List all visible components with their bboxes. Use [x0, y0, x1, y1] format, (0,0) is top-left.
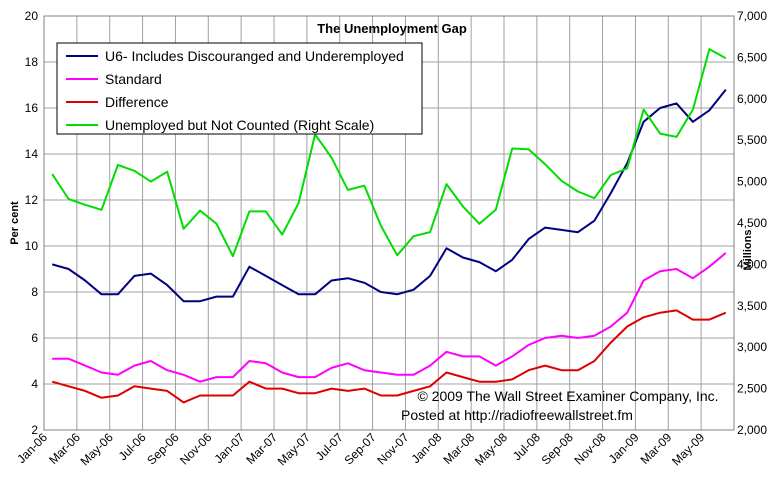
- left-tick-label: 14: [25, 147, 39, 161]
- left-tick-label: 12: [25, 193, 39, 207]
- right-tick-label: 3,500: [737, 299, 767, 313]
- u6-series-line: [51, 88, 727, 303]
- unemployed-not-counted-series-line: [51, 48, 727, 258]
- right-tick-label: 7,000: [737, 9, 767, 23]
- standard-series-line: [52, 252, 727, 383]
- difference-series-line: [51, 309, 727, 404]
- right-tick-label: 5,000: [737, 175, 767, 189]
- right-tick-label: 4,000: [737, 257, 767, 271]
- legend-label: Difference: [105, 94, 169, 110]
- series-lines: [51, 48, 727, 404]
- copyright-annotation: © 2009 The Wall Street Examiner Company,…: [417, 388, 718, 404]
- chart-title: The Unemployment Gap: [317, 21, 467, 36]
- legend-box: [56, 42, 423, 135]
- legend-label: U6- Includes Discouranged and Underemplo…: [105, 48, 404, 64]
- left-tick-label: 6: [31, 331, 38, 345]
- left-axis-title: Per cent: [9, 201, 21, 245]
- legend-label: Unemployed but Not Counted (Right Scale): [105, 117, 374, 133]
- right-tick-label: 4,500: [737, 216, 767, 230]
- left-tick-label: 20: [25, 9, 39, 23]
- right-axis-tick-labels: 2,000 2,500 3,000 3,500 4,000 4,500 5,000 5,500…: [737, 9, 767, 437]
- legend: U6- Includes Discouranged and Underemplo…: [56, 42, 423, 135]
- legend-label: Standard: [105, 71, 162, 87]
- posted-at-annotation: Posted at http://radiofreewallstreet.fm: [401, 407, 633, 423]
- plot-area-border: [43, 15, 735, 431]
- left-tick-label: 16: [25, 101, 39, 115]
- left-tick-label: 18: [25, 55, 39, 69]
- right-axis-title: Millions: [742, 230, 754, 271]
- right-tick-label: 3,000: [737, 340, 767, 354]
- left-tick-label: 10: [25, 239, 39, 253]
- left-tick-label: 2: [31, 423, 38, 437]
- left-axis-tick-labels: 2 4 6 8 10 12 14 16 18 20: [25, 9, 39, 437]
- right-tick-label: 6,500: [737, 50, 767, 64]
- left-tick-label: 8: [31, 285, 38, 299]
- right-tick-label: 6,000: [737, 92, 767, 106]
- left-tick-label: 4: [31, 377, 38, 391]
- right-tick-label: 2,500: [737, 382, 767, 396]
- right-tick-label: 5,500: [737, 133, 767, 147]
- right-tick-label: 2,000: [737, 423, 767, 437]
